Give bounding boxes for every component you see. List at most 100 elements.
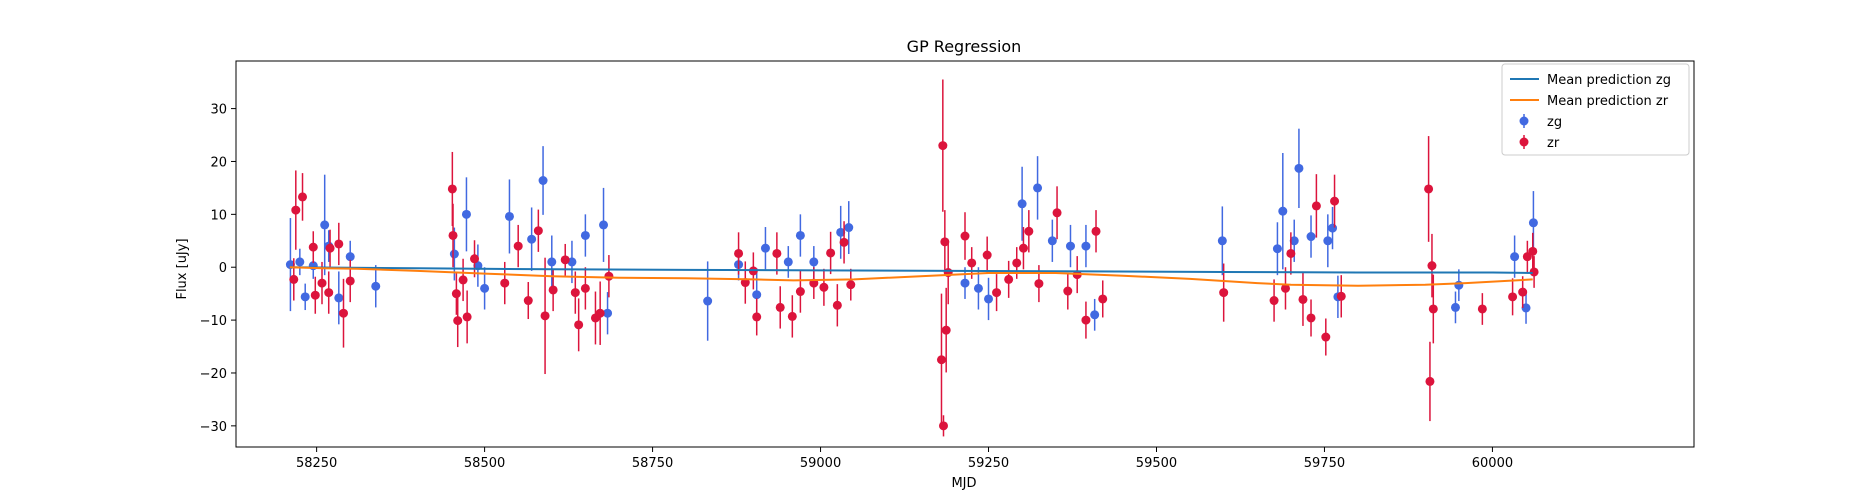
data-point-zr	[772, 248, 782, 258]
data-point-zr	[775, 302, 785, 312]
data-point-zr	[795, 287, 805, 297]
data-point-zg	[320, 220, 330, 230]
data-point-zr	[570, 288, 580, 298]
data-point-zr	[317, 278, 327, 288]
data-point-zg	[461, 209, 471, 219]
data-point-zr	[1424, 184, 1434, 194]
data-point-zg	[760, 243, 770, 253]
data-point-zg	[1289, 236, 1299, 246]
data-point-zr	[846, 280, 856, 290]
data-point-zr	[453, 316, 463, 326]
data-point-zg	[1217, 236, 1227, 246]
legend-label: zg	[1547, 115, 1562, 130]
data-point-zr	[1508, 292, 1518, 302]
data-point-zr	[1286, 248, 1296, 258]
data-point-zr	[1306, 313, 1316, 323]
data-point-zr	[334, 239, 344, 249]
data-point-zr	[1280, 283, 1290, 293]
data-point-zr	[470, 254, 480, 264]
y-tick-label: 10	[210, 208, 227, 223]
data-point-zg	[504, 211, 514, 221]
y-tick-label: −30	[200, 420, 227, 435]
data-point-zr	[560, 255, 570, 265]
data-point-zg	[295, 257, 305, 267]
data-point-zg	[1323, 236, 1333, 246]
data-point-zr	[595, 308, 605, 318]
data-point-zg	[1090, 310, 1100, 320]
x-tick-label: 58500	[464, 456, 505, 471]
data-point-zr	[1081, 315, 1091, 325]
plot-series-layer	[285, 79, 1539, 437]
data-point-zr	[580, 283, 590, 293]
line-mean-prediction-zr	[289, 266, 1533, 287]
line-mean-prediction-zg	[289, 266, 1533, 274]
data-point-zg	[1450, 302, 1460, 312]
data-point-zr	[298, 192, 308, 202]
data-point-zr	[548, 285, 558, 295]
data-point-zg	[599, 220, 609, 230]
data-point-zr	[1528, 246, 1538, 256]
data-point-zr	[1330, 196, 1340, 206]
data-point-zg	[538, 176, 548, 186]
data-point-zr	[513, 241, 523, 251]
data-point-zr	[1518, 287, 1528, 297]
legend-marker-swatch	[1519, 137, 1529, 147]
data-point-zr	[325, 243, 335, 253]
data-point-zr	[458, 275, 468, 285]
data-point-zr	[1012, 258, 1022, 268]
series-zr	[289, 79, 1539, 437]
legend-label: Mean prediction zg	[1547, 73, 1671, 88]
data-point-zg	[345, 252, 355, 262]
data-point-zr	[938, 141, 948, 151]
data-point-zr	[819, 282, 829, 292]
data-point-zg	[547, 257, 557, 267]
data-point-zr	[291, 205, 301, 215]
legend-entry: Mean prediction zr	[1510, 94, 1669, 109]
data-point-zr	[1477, 304, 1487, 314]
data-point-zr	[1428, 304, 1438, 314]
data-point-zr	[1052, 208, 1062, 218]
y-tick-label: −20	[200, 367, 227, 382]
data-point-zr	[832, 300, 842, 310]
data-point-zg	[1033, 183, 1043, 193]
data-point-zg	[1328, 223, 1338, 233]
data-point-zg	[703, 296, 713, 306]
data-point-zr	[574, 320, 584, 330]
data-point-zr	[1018, 243, 1028, 253]
legend-box	[1501, 63, 1690, 156]
data-point-zg	[603, 308, 613, 318]
data-point-zr	[826, 248, 836, 258]
data-point-zr	[1091, 226, 1101, 236]
data-point-zr	[960, 231, 970, 241]
data-point-zg	[1306, 232, 1316, 242]
data-point-zr	[941, 325, 951, 335]
data-point-zr	[533, 226, 543, 236]
data-point-zr	[1024, 226, 1034, 236]
data-point-zr	[339, 308, 349, 318]
data-point-zg	[809, 257, 819, 267]
x-tick-label: 58250	[296, 456, 337, 471]
data-point-zr	[523, 296, 533, 306]
x-tick-label: 59250	[968, 456, 1009, 471]
data-point-zg	[580, 230, 590, 240]
data-point-zr	[938, 421, 948, 431]
data-point-zg	[1294, 163, 1304, 173]
data-point-zg	[783, 257, 793, 267]
axes-layer: 58250 58500 58750 59000 59250 59500 59750 60000…	[200, 60, 1695, 471]
data-point-zr	[308, 242, 318, 252]
data-point-zg	[1521, 303, 1531, 313]
data-point-zr	[289, 274, 299, 284]
data-point-zg	[1272, 244, 1282, 254]
y-axis-label: Flux [uJy]	[175, 238, 190, 299]
data-point-zr	[967, 258, 977, 268]
data-point-zr	[1321, 332, 1331, 342]
data-point-zg	[1081, 241, 1091, 251]
data-point-zr	[1529, 267, 1539, 277]
data-point-zg	[973, 283, 983, 293]
legend-entry: zr	[1519, 135, 1560, 151]
y-tick-label: 20	[210, 155, 227, 170]
x-tick-label: 59500	[1136, 456, 1177, 471]
y-tick-label: −10	[200, 314, 227, 329]
